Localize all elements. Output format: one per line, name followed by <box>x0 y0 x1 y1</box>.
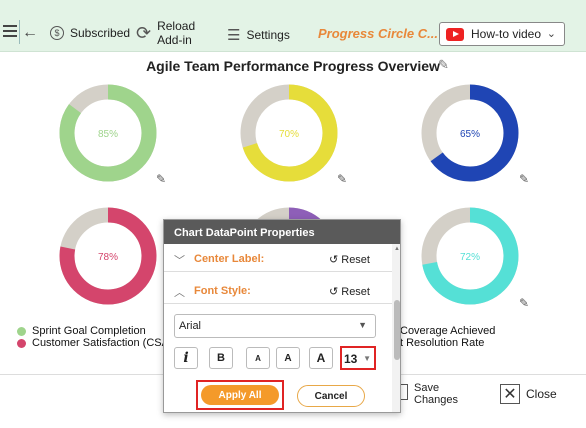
cancel-button[interactable]: Cancel <box>297 385 365 407</box>
save-changes-button[interactable]: Save Changes <box>396 382 458 406</box>
dialog-title: Chart DataPoint Properties <box>164 220 400 244</box>
center-label-reset-button[interactable]: ↺ Reset <box>328 254 370 266</box>
close-button[interactable]: ✕ Close <box>500 384 557 404</box>
normal-font-button[interactable]: A <box>276 347 300 369</box>
toolbar: ← $ Subscribed ⟳ Reload Add-in ☰ Settings… <box>0 0 586 52</box>
progress-value-label: 70% <box>279 129 299 140</box>
youtube-icon <box>446 27 464 41</box>
progress-circle[interactable]: 70% <box>240 84 338 182</box>
center-label-heading: Center Label: <box>194 253 265 265</box>
center-label-section[interactable]: ﹀ Center Label: ↺ Reset <box>164 246 392 272</box>
toolbar-divider <box>19 20 20 44</box>
edit-title-pencil-icon[interactable]: ✎ <box>438 57 449 72</box>
legend-item: Coverage Achieved <box>400 325 496 337</box>
legend-item: Sprint Goal Completion <box>17 325 146 337</box>
progress-value-label: 65% <box>460 129 480 140</box>
progress-circle[interactable]: 65% <box>421 84 519 182</box>
legend-item: t Resolution Rate <box>400 337 485 349</box>
progress-value-label: 85% <box>98 129 118 140</box>
edit-circle-pencil-icon[interactable]: ✎ <box>156 172 167 186</box>
apply-all-highlight: Apply All <box>196 380 284 410</box>
edit-circle-pencil-icon[interactable]: ✎ <box>337 172 348 186</box>
edit-circle-pencil-icon[interactable]: ✎ <box>519 296 530 310</box>
font-family-select[interactable]: Arial ▼ <box>174 314 376 338</box>
subscribed-label: Subscribed <box>70 26 131 40</box>
chart-datapoint-properties-dialog: Chart DataPoint Properties ﹀ Center Labe… <box>163 219 401 413</box>
howto-label: How-to video <box>471 27 542 41</box>
progress-arc <box>59 207 157 305</box>
progress-circle[interactable]: 85% <box>59 84 157 182</box>
italic-button[interactable]: i <box>174 347 198 369</box>
sliders-icon: ☰ <box>227 27 241 44</box>
legend-swatch <box>17 338 26 348</box>
progress-circle[interactable]: 78% <box>59 207 157 305</box>
increase-font-button[interactable]: A <box>309 347 333 369</box>
progress-track <box>59 207 157 305</box>
reload-label: Reload Add-in <box>157 19 196 47</box>
progress-value-label: 72% <box>460 252 480 263</box>
progress-arc <box>59 84 157 182</box>
progress-track <box>59 84 157 182</box>
chevron-down-icon[interactable]: ﹀ <box>174 255 185 267</box>
dialog-scrollbar[interactable]: ▲ <box>392 244 400 412</box>
scroll-thumb[interactable] <box>394 300 400 360</box>
font-style-section[interactable]: ︿ Font Style: ↺ Reset <box>164 278 392 304</box>
progress-track <box>421 207 519 305</box>
chevron-down-icon: ⌄ <box>546 28 556 40</box>
scroll-up-icon[interactable]: ▲ <box>394 246 400 252</box>
progress-track <box>240 84 338 182</box>
legend-swatch <box>17 326 26 336</box>
chart-title: Agile Team Performance Progress Overview <box>146 58 440 74</box>
settings-button[interactable]: ☰ Settings <box>227 26 290 44</box>
subscribed-button[interactable]: $ Subscribed <box>50 26 130 40</box>
chevron-up-icon[interactable]: ︿ <box>174 287 185 299</box>
font-style-heading: Font Style: <box>194 285 251 297</box>
font-size-select[interactable]: 13 ▼ <box>340 346 376 370</box>
decrease-font-button[interactable]: A <box>246 347 270 369</box>
reload-icon: ⟳ <box>136 22 152 43</box>
howto-video-dropdown[interactable]: How-to video ⌄ <box>439 22 565 46</box>
legend-item: Customer Satisfaction (CSA <box>17 337 169 349</box>
dropdown-arrow-icon: ▼ <box>363 354 371 363</box>
dollar-icon: $ <box>50 26 64 40</box>
app-title: Progress Circle C... <box>318 26 438 41</box>
progress-value-label: 78% <box>98 252 118 263</box>
hamburger-menu-icon[interactable] <box>3 25 17 39</box>
close-icon: ✕ <box>500 384 520 404</box>
progress-arc <box>421 84 519 182</box>
back-arrow-icon[interactable]: ← <box>22 24 38 41</box>
progress-arc <box>421 207 519 305</box>
font-style-reset-button[interactable]: ↺ Reset <box>328 286 370 298</box>
progress-arc <box>240 84 338 182</box>
progress-track <box>421 84 519 182</box>
progress-circle[interactable]: 72% <box>421 207 519 305</box>
apply-all-button[interactable]: Apply All <box>201 385 279 405</box>
reload-addin-button[interactable]: ⟳ Reload Add-in <box>136 19 195 47</box>
dropdown-arrow-icon: ▼ <box>358 320 367 330</box>
bold-button[interactable]: B <box>209 347 233 369</box>
edit-circle-pencil-icon[interactable]: ✎ <box>519 172 530 186</box>
settings-label: Settings <box>246 28 290 42</box>
